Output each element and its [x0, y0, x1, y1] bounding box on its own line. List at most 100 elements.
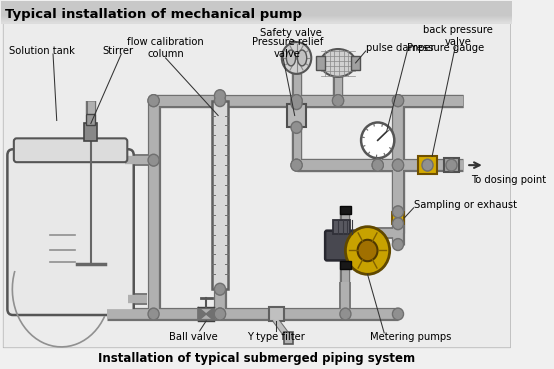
Text: Installation of typical submerged piping system: Installation of typical submerged piping… [98, 352, 415, 365]
Polygon shape [198, 307, 206, 321]
Circle shape [293, 161, 301, 170]
Circle shape [291, 159, 302, 171]
Circle shape [214, 283, 225, 295]
Circle shape [216, 91, 224, 100]
FancyBboxPatch shape [7, 149, 134, 315]
Circle shape [214, 308, 225, 320]
Circle shape [423, 161, 432, 170]
Text: Pressure gauge: Pressure gauge [407, 43, 484, 53]
Bar [351, 56, 360, 70]
Circle shape [345, 227, 389, 274]
Circle shape [291, 95, 302, 107]
Circle shape [148, 95, 159, 107]
Circle shape [447, 161, 455, 170]
Circle shape [392, 95, 403, 107]
Text: To dosing point: To dosing point [471, 175, 546, 185]
Circle shape [216, 310, 224, 318]
Circle shape [334, 96, 342, 105]
Circle shape [291, 95, 302, 107]
Bar [2, 21, 512, 23]
Circle shape [148, 95, 159, 107]
Circle shape [373, 161, 382, 170]
Circle shape [293, 96, 301, 105]
Bar [2, 19, 512, 21]
Circle shape [150, 96, 158, 105]
Text: Metering pumps: Metering pumps [370, 332, 452, 342]
Text: flow calibration
column: flow calibration column [127, 37, 204, 59]
Bar [288, 104, 306, 127]
Bar [2, 15, 512, 17]
Circle shape [372, 159, 383, 171]
Circle shape [334, 96, 342, 105]
Circle shape [340, 308, 351, 320]
Bar [269, 307, 284, 321]
Circle shape [150, 156, 158, 165]
Circle shape [148, 308, 159, 320]
Circle shape [332, 95, 343, 107]
Circle shape [392, 159, 403, 171]
Bar [444, 158, 459, 172]
Bar [316, 56, 325, 70]
Circle shape [373, 161, 382, 170]
Circle shape [148, 154, 159, 166]
Circle shape [394, 310, 402, 318]
Bar [212, 101, 228, 289]
Circle shape [291, 98, 302, 110]
Circle shape [291, 121, 302, 133]
Circle shape [216, 285, 224, 294]
Bar [334, 220, 350, 234]
Bar [392, 212, 404, 224]
Bar [2, 20, 512, 22]
Text: Solution tank: Solution tank [9, 46, 75, 56]
FancyBboxPatch shape [14, 138, 127, 162]
Bar [418, 156, 437, 174]
Circle shape [446, 159, 457, 171]
Circle shape [341, 310, 350, 318]
Text: back pressure
valve: back pressure valve [423, 25, 493, 47]
Bar [84, 124, 98, 141]
Text: Y type filter: Y type filter [247, 332, 305, 342]
Circle shape [394, 161, 402, 170]
Circle shape [392, 206, 403, 218]
Ellipse shape [297, 50, 307, 66]
Circle shape [394, 161, 402, 170]
Ellipse shape [321, 49, 356, 77]
Circle shape [282, 42, 311, 74]
Circle shape [422, 159, 433, 171]
Bar [2, 1, 512, 23]
Bar [340, 206, 351, 214]
Circle shape [291, 159, 302, 171]
Bar [340, 261, 351, 269]
Circle shape [293, 161, 301, 170]
Circle shape [214, 95, 225, 107]
Bar [2, 16, 512, 18]
Circle shape [392, 218, 403, 230]
Circle shape [394, 219, 402, 228]
Bar [284, 332, 293, 344]
Bar [86, 114, 95, 125]
Bar [2, 22, 512, 24]
Circle shape [150, 310, 158, 318]
Circle shape [392, 308, 403, 320]
Circle shape [394, 96, 402, 105]
Text: pulse damper: pulse damper [366, 43, 434, 53]
Circle shape [216, 310, 224, 318]
Text: Typical installation of mechanical pump: Typical installation of mechanical pump [5, 8, 302, 21]
Circle shape [372, 159, 383, 171]
Circle shape [214, 90, 225, 101]
Circle shape [332, 95, 343, 107]
Circle shape [392, 239, 403, 251]
Text: Sampling or exhaust: Sampling or exhaust [414, 200, 517, 210]
Text: Safety valve: Safety valve [260, 28, 322, 38]
Circle shape [293, 99, 301, 108]
Circle shape [394, 207, 402, 216]
Circle shape [392, 95, 403, 107]
Circle shape [394, 240, 402, 249]
Text: Pressure relief
valve: Pressure relief valve [252, 37, 323, 59]
Bar [2, 17, 512, 19]
Circle shape [293, 96, 301, 105]
Text: Stirrer: Stirrer [103, 46, 134, 56]
Ellipse shape [286, 50, 296, 66]
Circle shape [357, 240, 377, 261]
Polygon shape [206, 307, 214, 321]
